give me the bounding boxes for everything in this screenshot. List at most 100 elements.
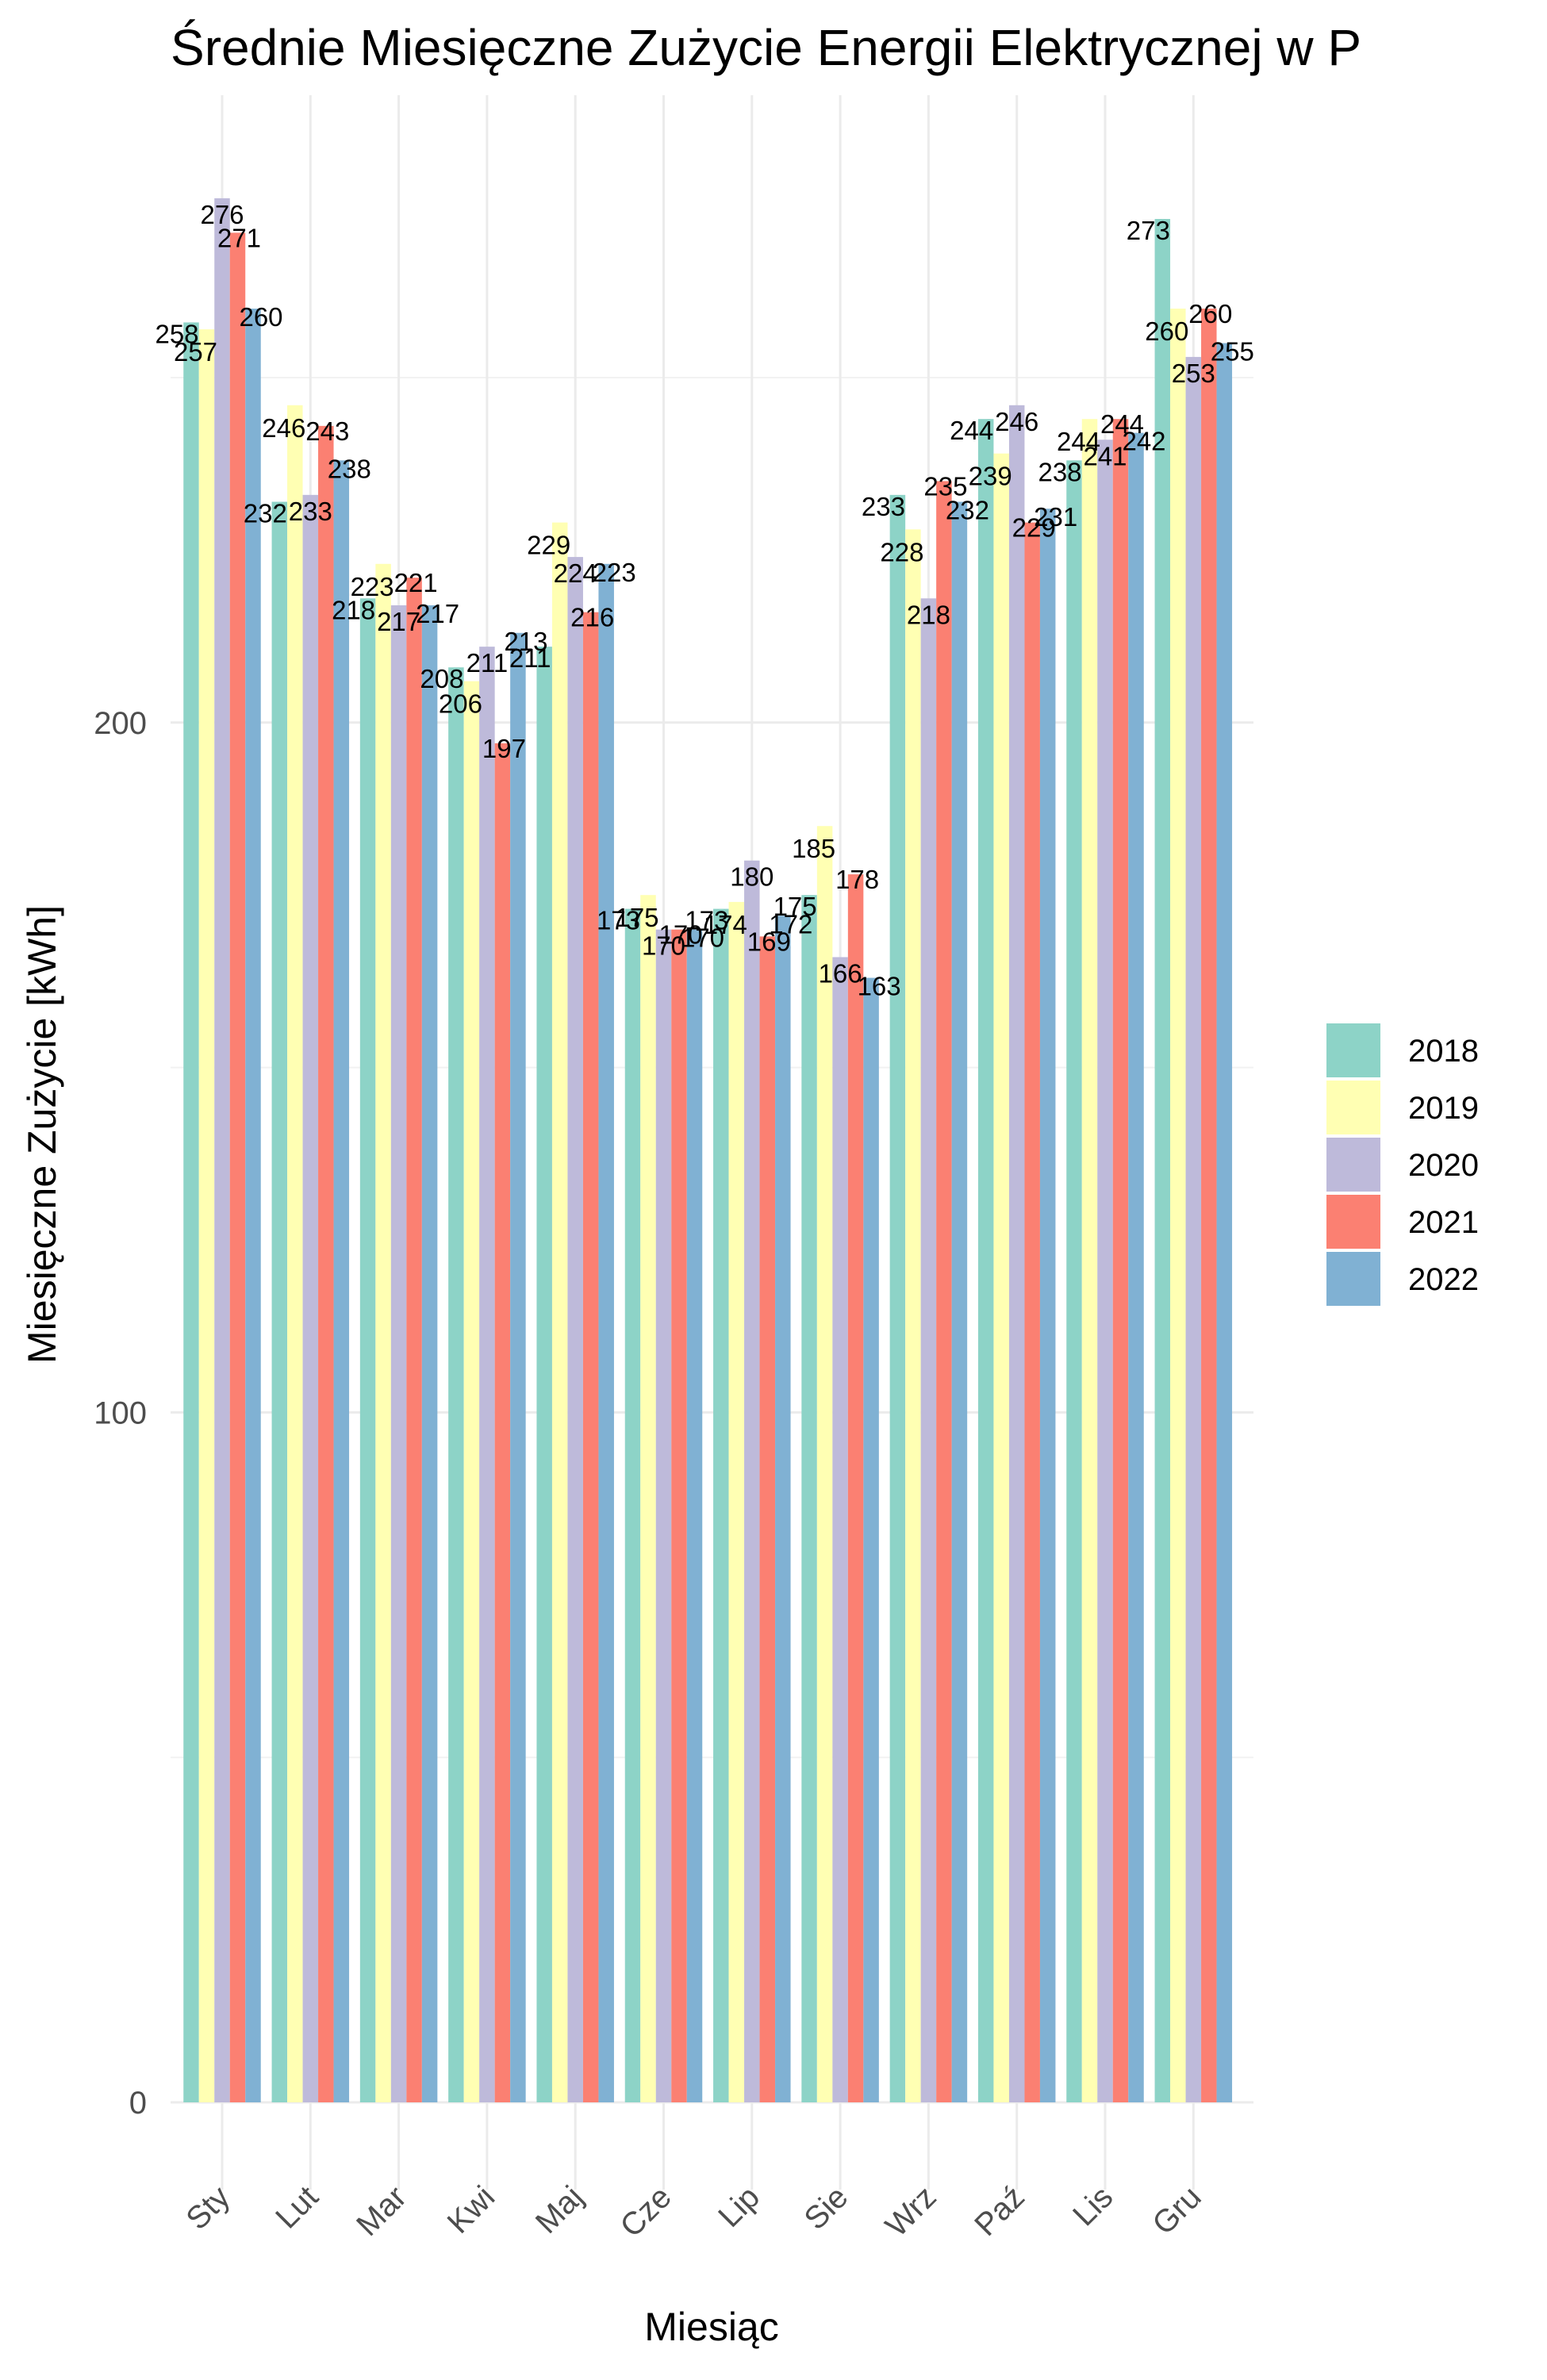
data-label: 208 — [420, 664, 463, 693]
bar-Lut-2019 — [287, 405, 303, 2103]
data-label: 260 — [1145, 317, 1188, 346]
data-label: 224 — [554, 559, 597, 588]
bar-Sty-2019 — [198, 329, 215, 2103]
bar-Sty-2021 — [229, 232, 246, 2102]
legend-swatch-2021 — [1326, 1195, 1380, 1249]
x-tick-label: Lut — [269, 2179, 324, 2235]
data-label: 246 — [995, 407, 1038, 436]
x-tick-label: Cze — [613, 2179, 678, 2244]
data-label: 260 — [1188, 299, 1232, 328]
legend-label: 2021 — [1408, 1205, 1479, 1240]
bar-Lip-2021 — [759, 936, 776, 2102]
data-label: 173 — [685, 906, 728, 935]
bar-Kwi-2018 — [448, 667, 464, 2103]
bar-Cze-2021 — [671, 929, 687, 2102]
data-label: 213 — [504, 627, 547, 656]
bar-Mar-2019 — [375, 563, 391, 2102]
data-label: 255 — [1211, 337, 1254, 367]
bar-Cze-2020 — [655, 929, 672, 2102]
bar-Paź-2021 — [1024, 522, 1040, 2103]
bars-layer — [183, 198, 1233, 2103]
data-label: 233 — [289, 497, 332, 526]
data-label: 172 — [769, 909, 812, 939]
data-label: 206 — [439, 689, 482, 719]
legend-label: 2018 — [1408, 1034, 1479, 1069]
x-tick-label: Mar — [350, 2179, 413, 2243]
data-label: 258 — [155, 319, 198, 348]
bar-Lis-2019 — [1081, 419, 1098, 2102]
bar-Gru-2021 — [1201, 309, 1217, 2102]
data-label: 244 — [950, 416, 993, 445]
bar-Sty-2022 — [245, 309, 261, 2102]
legend: 2018 2019 2020 2021 2022 — [1326, 1023, 1479, 1306]
data-label: 257 — [174, 337, 217, 367]
bar-Paź-2018 — [977, 419, 994, 2102]
bar-Wrz-2019 — [905, 529, 921, 2102]
data-label: 241 — [1083, 441, 1127, 470]
data-label: 244 — [1057, 427, 1100, 456]
bar-Lut-2022 — [333, 460, 350, 2102]
data-label: 271 — [217, 223, 261, 252]
data-label: 231 — [1034, 502, 1077, 532]
data-label: 223 — [351, 572, 394, 601]
data-label: 229 — [1012, 513, 1056, 543]
data-label: 253 — [1172, 359, 1215, 388]
bar-Sie-2018 — [801, 895, 817, 2102]
data-label: 170 — [658, 920, 702, 950]
bar-Maj-2019 — [551, 522, 568, 2103]
legend-label: 2019 — [1408, 1091, 1479, 1126]
data-label: 180 — [730, 862, 774, 892]
bar-Lis-2022 — [1128, 432, 1144, 2103]
legend-swatch-2019 — [1326, 1081, 1380, 1134]
bar-Lis-2021 — [1112, 419, 1129, 2102]
data-label: 273 — [1127, 216, 1170, 245]
data-label: 218 — [907, 600, 950, 629]
legend-swatch-2022 — [1326, 1252, 1380, 1306]
bar-Gru-2020 — [1185, 356, 1202, 2102]
data-label: 175 — [615, 903, 658, 932]
bar-Maj-2021 — [582, 612, 599, 2102]
data-label: 211 — [509, 643, 551, 673]
data-label: 276 — [200, 200, 244, 229]
x-tick-label: Maj — [529, 2179, 590, 2240]
bar-Mar-2018 — [359, 598, 376, 2102]
legend-swatch-2020 — [1326, 1138, 1380, 1192]
data-label: 211 — [466, 648, 509, 678]
bar-Gru-2022 — [1216, 343, 1233, 2102]
data-label: 246 — [262, 413, 305, 443]
x-axis-label: Miesiąc — [644, 2305, 778, 2349]
bar-Gru-2019 — [1170, 309, 1186, 2102]
bar-Lut-2020 — [302, 494, 319, 2102]
x-tick-label: Gru — [1146, 2179, 1207, 2241]
data-label: 239 — [969, 462, 1012, 491]
data-label: 217 — [377, 607, 420, 636]
data-label: 166 — [819, 958, 862, 988]
bar-Maj-2022 — [598, 563, 614, 2102]
data-label: 238 — [1038, 457, 1081, 486]
data-label: 170 — [681, 923, 724, 953]
bar-Cze-2018 — [624, 908, 641, 2102]
data-label: 217 — [416, 599, 459, 628]
legend-label: 2022 — [1408, 1262, 1479, 1297]
chart-title: Średnie Miesięczne Zużycie Energii Elekt… — [171, 18, 1361, 76]
legend-label: 2020 — [1408, 1148, 1479, 1183]
bar-Maj-2020 — [567, 557, 583, 2103]
bar-Mar-2021 — [406, 578, 422, 2102]
data-label: 228 — [880, 537, 923, 566]
x-tick-label: Lip — [712, 2179, 766, 2234]
data-label: 242 — [1122, 427, 1165, 456]
x-tick-label: Kwi — [441, 2179, 502, 2240]
bar-Mar-2020 — [390, 605, 407, 2102]
bar-Lut-2018 — [271, 501, 288, 2102]
data-labels-layer: 2582572762712602322462332432382182232172… — [155, 200, 1253, 1001]
data-label: 178 — [835, 865, 879, 894]
data-label: 216 — [570, 603, 614, 632]
bar-Kwi-2020 — [479, 647, 495, 2102]
bar-Lis-2018 — [1066, 460, 1082, 2102]
y-axis-label: Miesięczne Zużycie [kWh] — [20, 905, 64, 1364]
data-label: 232 — [946, 496, 989, 525]
data-label: 173 — [597, 906, 640, 935]
data-label: 170 — [642, 931, 685, 961]
legend-swatch-2018 — [1326, 1023, 1380, 1077]
